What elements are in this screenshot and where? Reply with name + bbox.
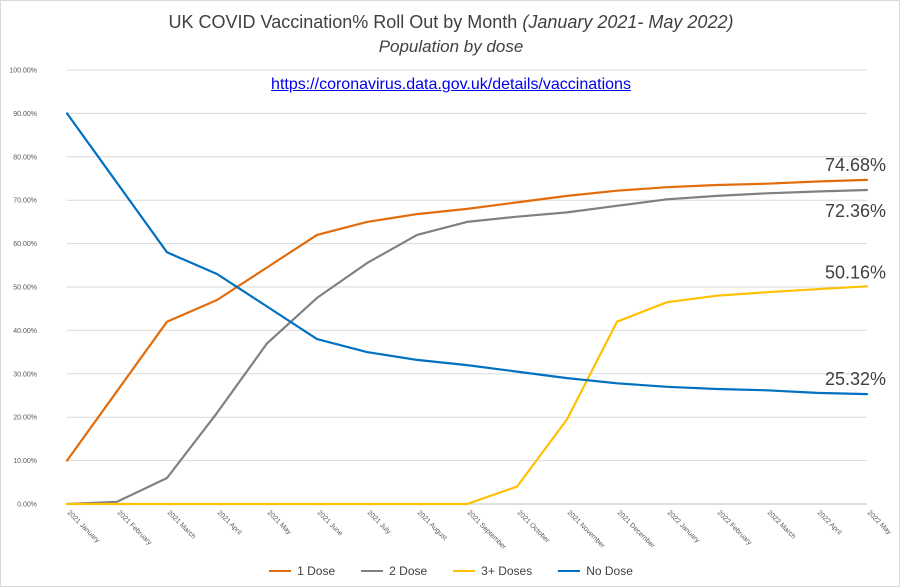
x-axis-ticks: 2021 January 2021 February 2021 March 2021 …: [66, 509, 893, 551]
chart-title: UK COVID Vaccination% Roll Out by Month …: [1, 11, 900, 33]
x-tick-label: 2022 January: [666, 509, 701, 544]
x-tick-label: 2022 April: [816, 509, 843, 536]
series-line-2-dose: [65, 188, 869, 506]
y-tick-label: 100.00%: [9, 68, 37, 75]
x-tick-label: 2022 February: [716, 509, 753, 546]
y-tick-label: 80.00%: [13, 154, 37, 161]
end-value-label: 72.36%: [825, 201, 886, 221]
chart-title-range: (January 2021- May 2022): [522, 12, 734, 32]
end-labels: 74.68% 72.36% 50.16% 25.32%: [825, 155, 886, 389]
x-tick-label: 2021 March: [166, 509, 197, 540]
x-tick-label: 2021 October: [516, 509, 551, 544]
y-tick-label: 90.00%: [13, 111, 37, 118]
x-tick-label: 2021 June: [316, 509, 344, 537]
x-tick-label: 2021 May: [266, 509, 293, 536]
legend-item: 2 Dose: [361, 563, 427, 579]
legend-label: 3+ Doses: [481, 564, 533, 578]
source-link[interactable]: https://coronavirus.data.gov.uk/details/…: [271, 76, 631, 93]
y-tick-label: 20.00%: [13, 415, 37, 422]
x-tick-label: 2021 February: [116, 509, 153, 546]
end-value-label: 74.68%: [825, 155, 886, 175]
chart-subtitle: Population by dose: [378, 37, 524, 56]
y-tick-label: 40.00%: [13, 328, 37, 335]
legend-swatch: [453, 570, 476, 572]
legend-label: 2 Dose: [389, 564, 428, 578]
x-tick-label: 2021 January: [66, 509, 101, 544]
legend-label: No Dose: [586, 564, 633, 578]
series-line-1-dose: [65, 178, 869, 462]
x-tick-label: 2021 November: [566, 509, 607, 550]
x-tick-label: 2021 December: [616, 509, 657, 550]
series-line-3-doses: [65, 285, 869, 506]
legend-item: No Dose: [558, 563, 633, 579]
x-tick-label: 2021 August: [416, 509, 449, 542]
y-tick-label: 60.00%: [13, 241, 37, 248]
legend-swatch: [361, 570, 384, 572]
y-tick-label: 70.00%: [13, 198, 37, 205]
legend-item: 1 Dose: [269, 563, 335, 579]
y-tick-label: 10.00%: [13, 458, 37, 465]
legend-swatch: [558, 570, 581, 572]
y-tick-label: 0.00%: [17, 502, 37, 509]
x-tick-label: 2022 May: [866, 509, 893, 536]
x-tick-label: 2021 September: [466, 509, 508, 551]
legend-swatch: [269, 570, 292, 572]
y-tick-label: 50.00%: [13, 285, 37, 292]
legend-label: 1 Dose: [297, 564, 336, 578]
legend: 1 Dose 2 Dose 3+ Doses No Dose: [1, 563, 900, 579]
end-value-label: 50.16%: [825, 262, 886, 282]
series-line-no-dose: [65, 112, 869, 396]
chart-title-main: UK COVID Vaccination% Roll Out by Month: [168, 12, 518, 32]
x-tick-label: 2022 March: [766, 509, 797, 540]
x-tick-label: 2021 July: [366, 509, 392, 535]
gridlines: [67, 69, 867, 505]
series-lines: [65, 112, 869, 506]
y-tick-label: 30.00%: [13, 371, 37, 378]
x-tick-label: 2021 April: [216, 509, 243, 536]
legend-item: 3+ Doses: [453, 563, 532, 579]
end-value-label: 25.32%: [825, 369, 886, 389]
y-axis-ticks: 0.00% 10.00% 20.00% 30.00% 40.00% 50.00% 60.00…: [9, 68, 37, 509]
